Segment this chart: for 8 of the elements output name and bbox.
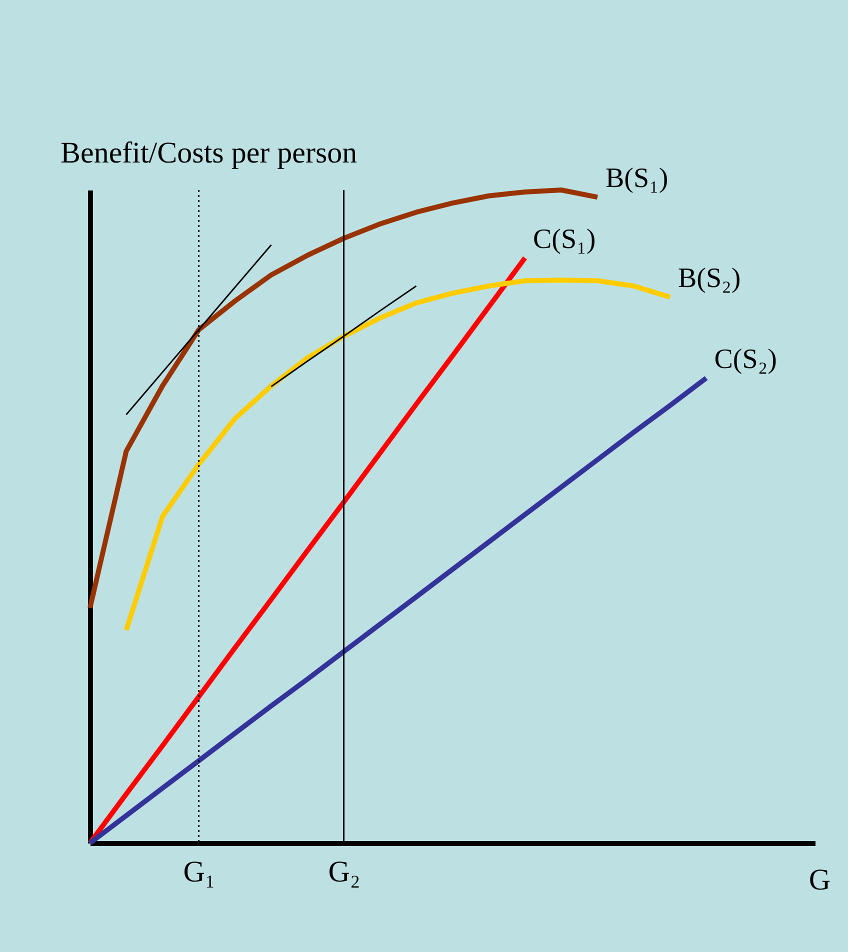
series-label: C(S₁): [533, 224, 596, 255]
x-tick-label: G₁: [183, 856, 216, 888]
series-label: C(S₂): [714, 344, 777, 376]
y-axis-title: Benefit/Costs per person: [60, 136, 358, 170]
series-label: B(S₂): [678, 263, 741, 294]
x-tick-label: G₂: [328, 856, 360, 888]
series-label: B(S₁): [606, 163, 668, 194]
x-axis-title: G: [808, 864, 830, 896]
